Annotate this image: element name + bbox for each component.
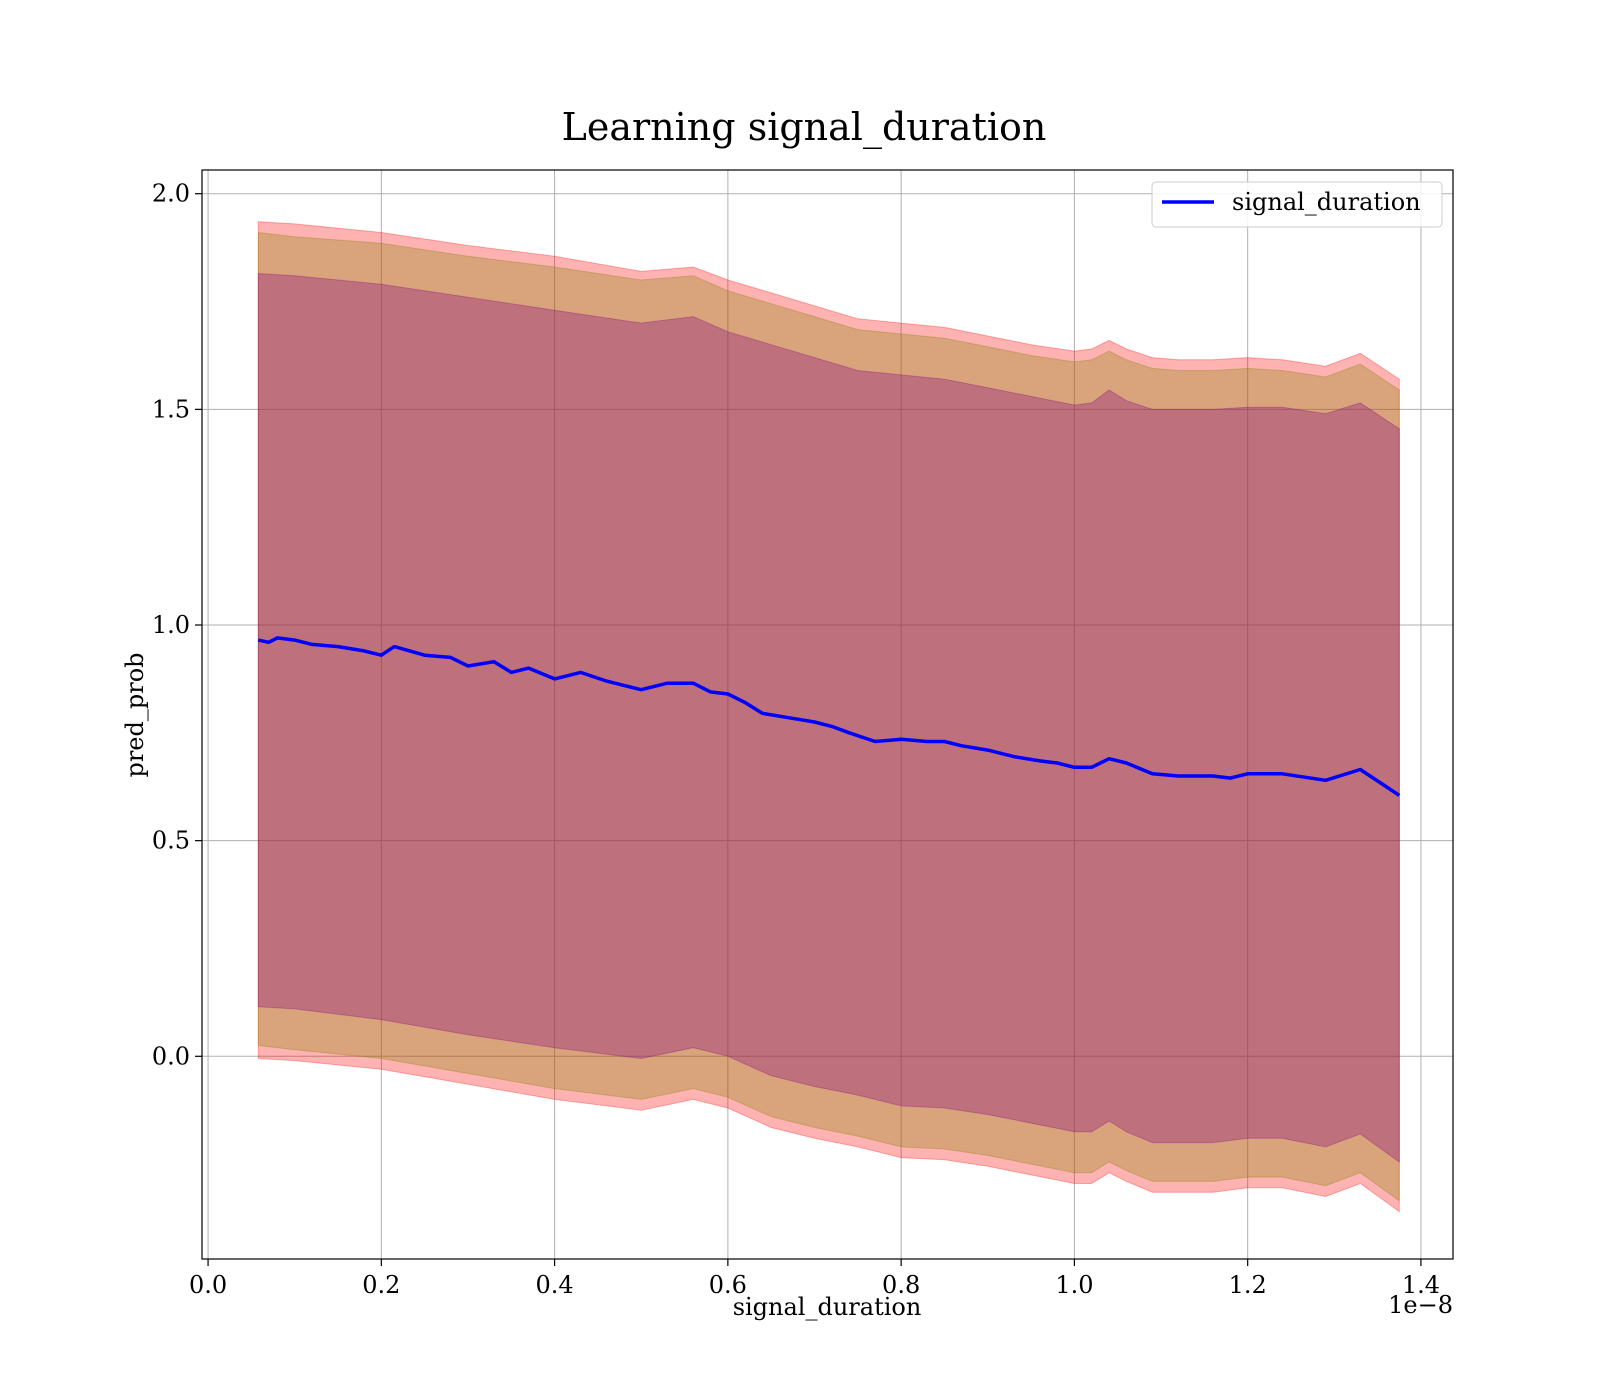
y-tick-label: 0.0 xyxy=(152,1042,190,1070)
y-axis: 0.0 0.5 1.0 1.5 2.0 xyxy=(152,180,202,1070)
grid xyxy=(202,170,1453,1259)
legend-label: signal_duration xyxy=(1232,188,1421,216)
legend: signal_duration xyxy=(1151,181,1443,228)
series-lines xyxy=(257,636,1401,797)
bands xyxy=(257,221,1400,1213)
y-tick-label: 1.5 xyxy=(152,395,190,423)
y-tick-label: 2.0 xyxy=(152,180,190,208)
x-tick-label: 1.2 xyxy=(1229,1271,1267,1299)
x-axis-label: signal_duration xyxy=(733,1293,922,1321)
x-axis: 0.0 0.2 0.4 0.6 0.8 1.0 1.2 1.4 xyxy=(189,1259,1440,1299)
chart-title: Learning signal_duration xyxy=(562,105,1047,150)
x-offset-text: 1e−8 xyxy=(1388,1291,1453,1319)
x-tick-label: 0.2 xyxy=(362,1271,400,1299)
legend-box xyxy=(1151,181,1443,228)
x-tick-label: 1.4 xyxy=(1402,1271,1440,1299)
y-tick-label: 0.5 xyxy=(152,827,190,855)
x-tick-label: 1.0 xyxy=(1055,1271,1093,1299)
x-tick-label: 0.8 xyxy=(882,1271,920,1299)
x-tick-label: 0.4 xyxy=(536,1271,574,1299)
series-line-signal_duration xyxy=(257,636,1401,797)
y-axis-label: pred_prob xyxy=(121,652,149,777)
x-tick-label: 0.6 xyxy=(709,1271,747,1299)
confidence-band xyxy=(257,231,1400,1202)
x-tick-label: 0.0 xyxy=(189,1271,227,1299)
confidence-band xyxy=(257,221,1400,1213)
plot-frame xyxy=(201,169,1454,1260)
y-tick-label: 1.0 xyxy=(152,611,190,639)
confidence-band xyxy=(257,272,1400,1163)
